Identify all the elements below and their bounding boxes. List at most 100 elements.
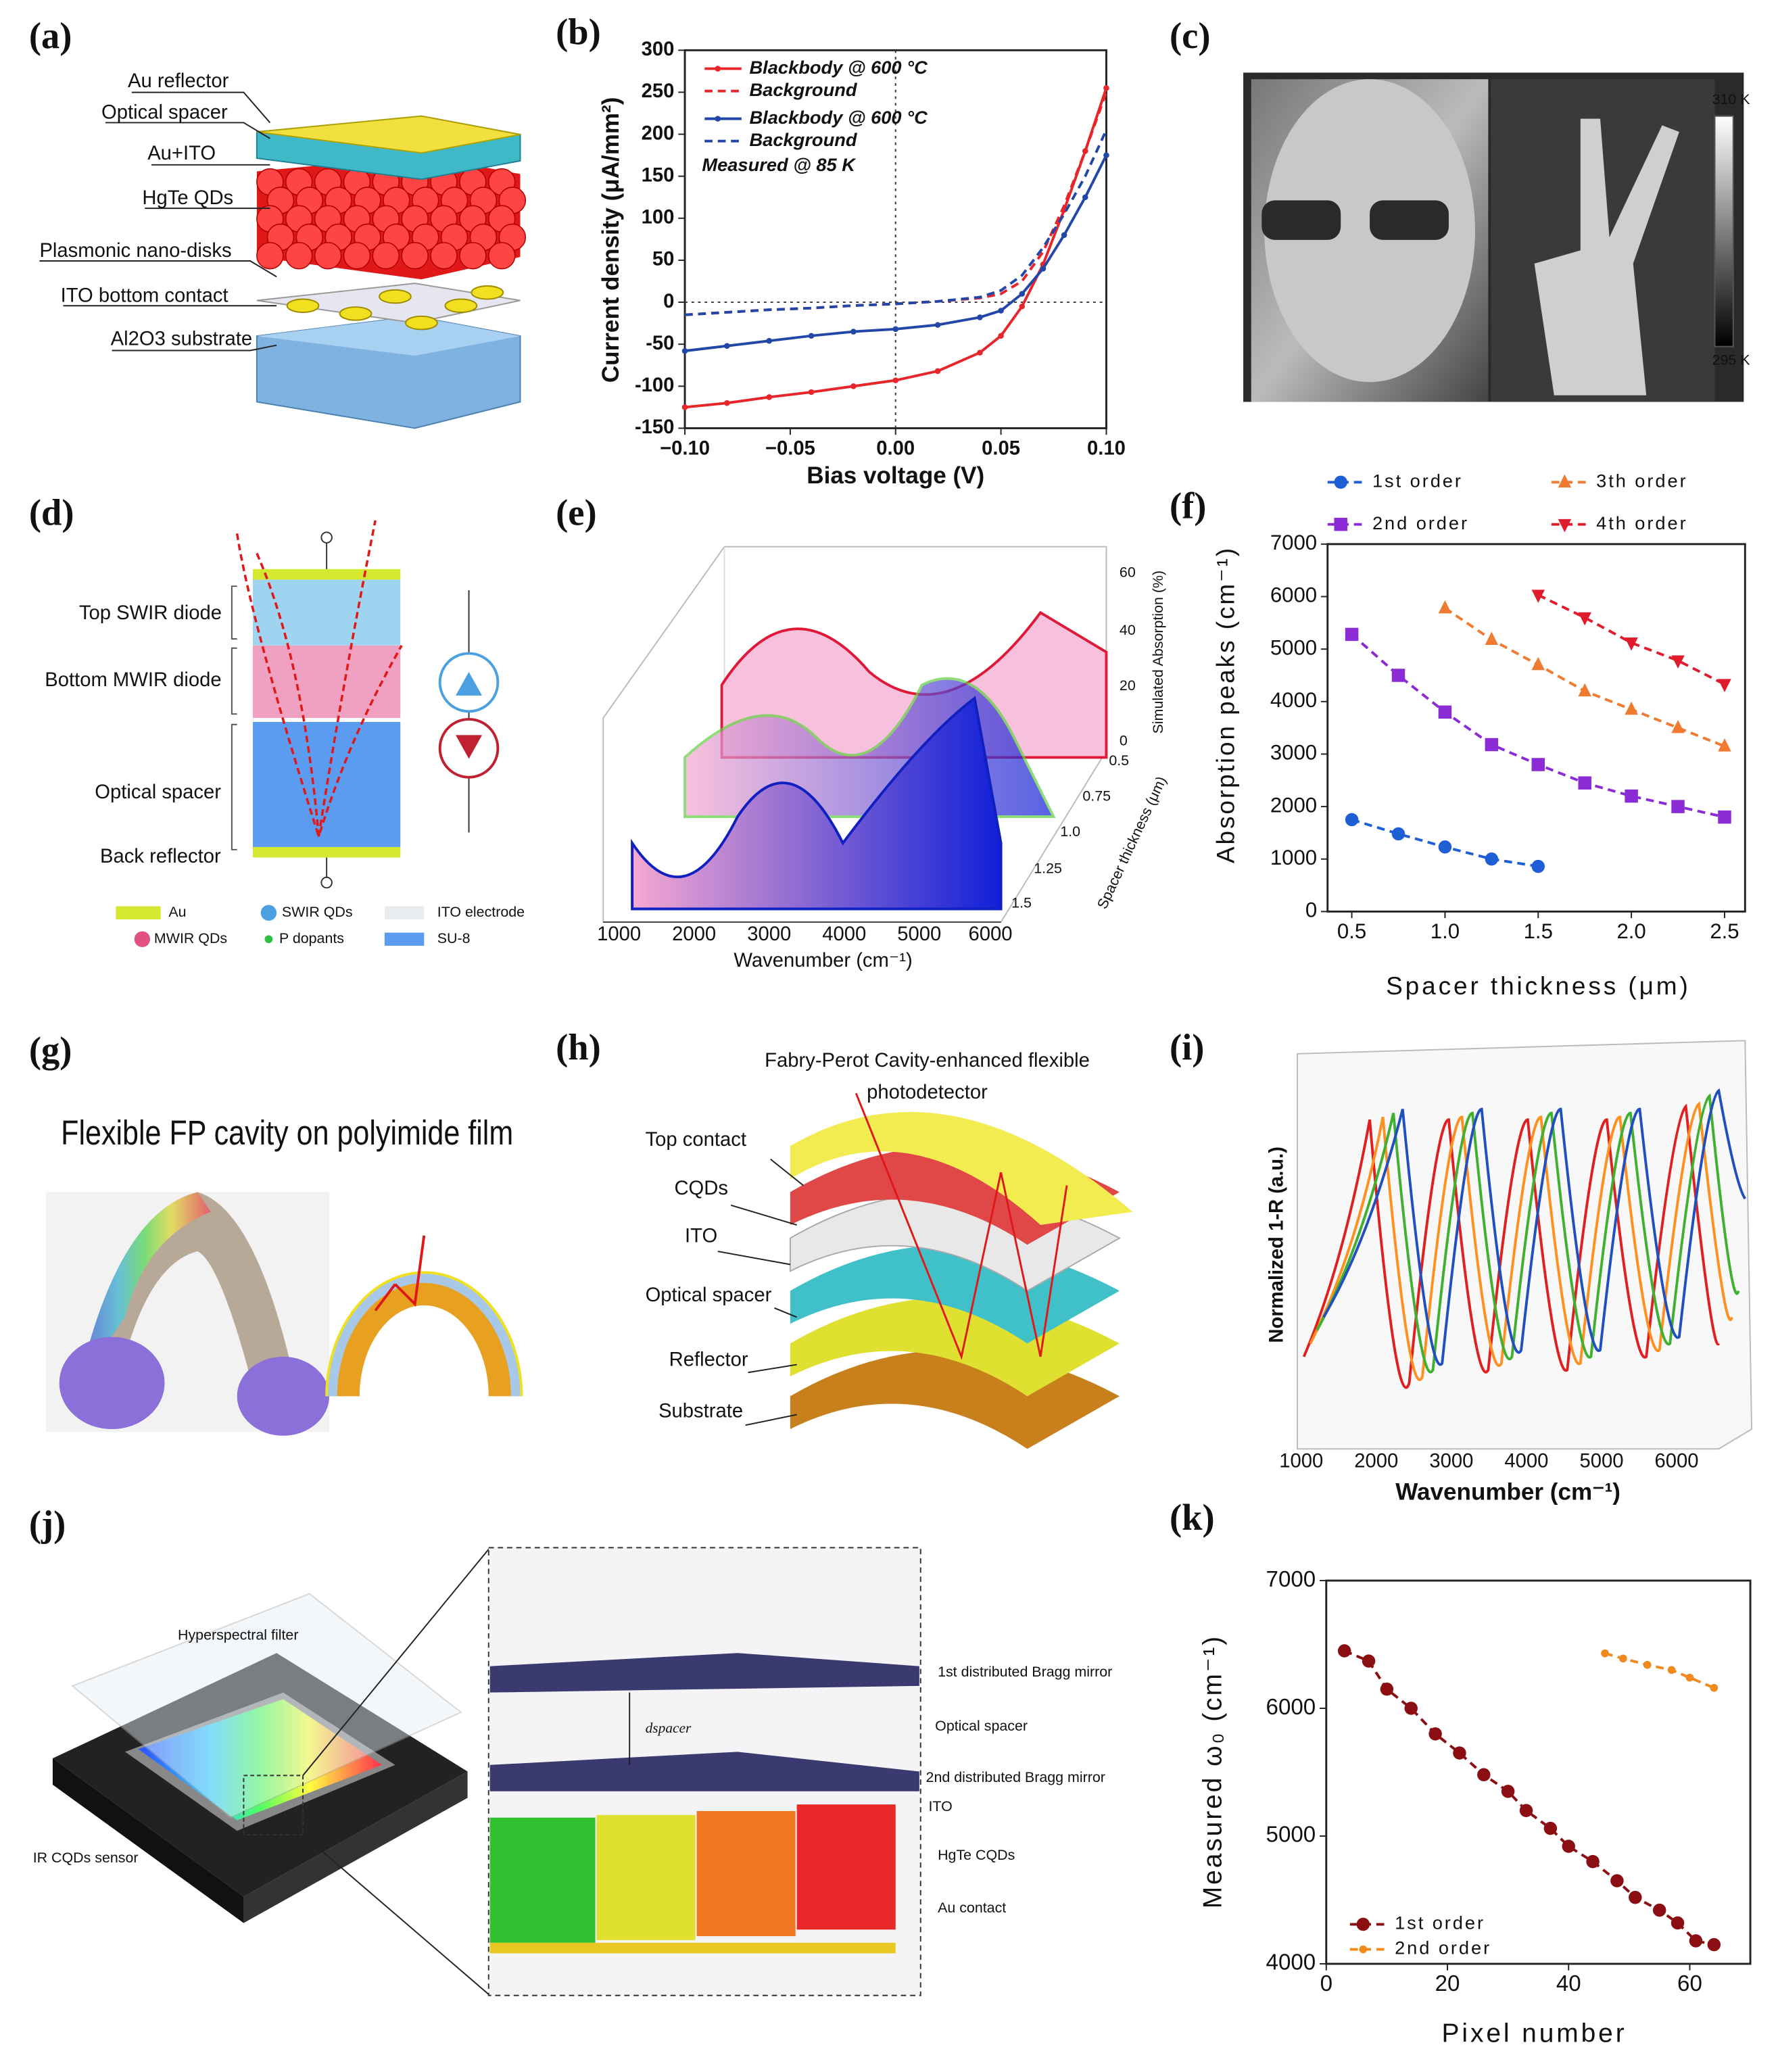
- y-tick-label: -50: [646, 333, 674, 354]
- marker: [1359, 1945, 1368, 1954]
- legend-label: SWIR QDs: [282, 904, 353, 920]
- marker: [1619, 1654, 1627, 1663]
- panel-label: (j): [29, 1503, 66, 1545]
- qd: [487, 241, 516, 270]
- marker: [1019, 291, 1026, 297]
- marker: [1485, 852, 1499, 866]
- y-tick-label: 7000: [1270, 531, 1317, 554]
- annotation: Measured @ 85 K: [702, 154, 857, 175]
- x-tick-label: −0.05: [765, 437, 815, 459]
- x-tick-label: 0.05: [982, 437, 1020, 459]
- marker: [1610, 1874, 1624, 1887]
- marker: [1586, 1855, 1600, 1869]
- legend-label: Background: [749, 79, 857, 100]
- qd: [256, 241, 284, 270]
- qd: [314, 241, 342, 270]
- qd: [401, 241, 429, 270]
- y-axis-label: Measured ω₀ (cm⁻¹): [1198, 1635, 1227, 1908]
- flexible-cavity: Flexible FP cavity on polyimide film: [46, 1113, 523, 1436]
- legend-label: Blackbody @ 600 °C: [749, 57, 928, 78]
- flexible-layers: Fabry-Perot Cavity-enhanced flexible pho…: [646, 1050, 1133, 1449]
- panel-label: (d): [29, 491, 74, 533]
- marker: [892, 377, 899, 383]
- part-label: Back reflector: [100, 846, 221, 867]
- panel-label: (c): [1170, 15, 1211, 56]
- y-tick-label: 6000: [1270, 583, 1317, 607]
- series-line: [1537, 594, 1725, 685]
- marker: [1578, 683, 1591, 697]
- tick-label: 40: [1120, 622, 1136, 638]
- axis-label: Wavenumber (cm⁻¹): [734, 950, 912, 971]
- marker: [1334, 475, 1347, 489]
- x-tick-label: 0.10: [1087, 437, 1126, 459]
- marker: [998, 308, 1004, 314]
- y-tick-label: 4000: [1266, 1950, 1316, 1975]
- marker: [1685, 1673, 1694, 1682]
- marker: [715, 66, 721, 72]
- tick-label: 3000: [747, 923, 791, 945]
- marker: [1718, 679, 1731, 692]
- marker: [1601, 1649, 1609, 1658]
- layer-label: ITO: [928, 1798, 952, 1814]
- tick-label: 4000: [1504, 1450, 1548, 1472]
- panel-label: (a): [29, 15, 72, 56]
- marker: [1485, 738, 1499, 752]
- colorbar-label: 295 K: [1712, 352, 1751, 368]
- legend-label: 3th order: [1596, 471, 1687, 491]
- device-stack: Au reflector Optical spacer Au+ITO HgTe …: [39, 70, 527, 429]
- axis-label: Simulated Absorption (%): [1150, 571, 1166, 734]
- marker: [1391, 669, 1405, 682]
- colorbar-label: 310 K: [1712, 91, 1751, 107]
- layer-label: Al2O3 substrate: [111, 329, 253, 350]
- marker: [1558, 519, 1572, 533]
- chart: 0 1000 2000 3000 4000 5000 6000 7000 0.5 1.0 1.5 2.…: [1211, 471, 1746, 1000]
- marker: [1477, 1768, 1491, 1782]
- panel-label: (f): [1170, 485, 1206, 527]
- y-tick-label: 3000: [1270, 741, 1317, 765]
- legend-label: ITO electrode: [437, 904, 525, 920]
- legend-label: 2nd order: [1372, 512, 1469, 533]
- marker: [1082, 194, 1088, 201]
- series-line: [684, 129, 1108, 316]
- chart: -150 -100 -50 0 50 100 150 200 250 300 −0.10 −0.05 0…: [598, 39, 1126, 489]
- legend-label: Background: [749, 129, 857, 150]
- x-tick-label: 0.5: [1337, 919, 1366, 943]
- layer-label: Optical spacer: [646, 1284, 772, 1306]
- y-tick-label: 4000: [1270, 688, 1317, 712]
- tick-label: 0: [1120, 733, 1128, 749]
- layer-label: HgTe CQDs: [938, 1847, 1015, 1863]
- x-tick-label: 0: [1320, 1971, 1332, 1996]
- legend-label: SU-8: [437, 930, 471, 946]
- marker: [1356, 1917, 1370, 1931]
- tick-label: 1000: [597, 923, 641, 945]
- tick-label: 2000: [1354, 1450, 1398, 1472]
- marker: [1558, 474, 1572, 488]
- tick-label: 1000: [1279, 1450, 1323, 1472]
- marker: [1671, 800, 1685, 813]
- legend-label: MWIR QDs: [154, 930, 227, 946]
- marker: [1428, 1727, 1442, 1741]
- plot-frame: [1325, 1579, 1752, 1965]
- marker: [1718, 810, 1731, 824]
- marker: [1345, 627, 1359, 642]
- marker: [1501, 1785, 1515, 1798]
- marker: [1040, 266, 1047, 272]
- marker: [998, 333, 1004, 339]
- marker: [1380, 1682, 1394, 1696]
- marker: [681, 347, 688, 354]
- marker: [1578, 612, 1591, 626]
- series-line: [684, 154, 1108, 353]
- y-axis-label: Absorption peaks (cm⁻¹): [1211, 546, 1239, 863]
- layer-label: Au contact: [938, 1900, 1006, 1916]
- marker: [1438, 840, 1452, 854]
- panel-label: (i): [1170, 1026, 1204, 1067]
- marker: [681, 404, 688, 410]
- chart: 4000 5000 6000 7000 0 20 40 60 Pixel number Measu…: [1198, 1567, 1752, 2048]
- marker: [1103, 152, 1109, 158]
- y-tick-label: 50: [652, 249, 675, 270]
- tick-label: 4000: [822, 923, 866, 945]
- layer-label: Optical spacer: [935, 1718, 1028, 1734]
- layer-label: Reflector: [669, 1349, 748, 1370]
